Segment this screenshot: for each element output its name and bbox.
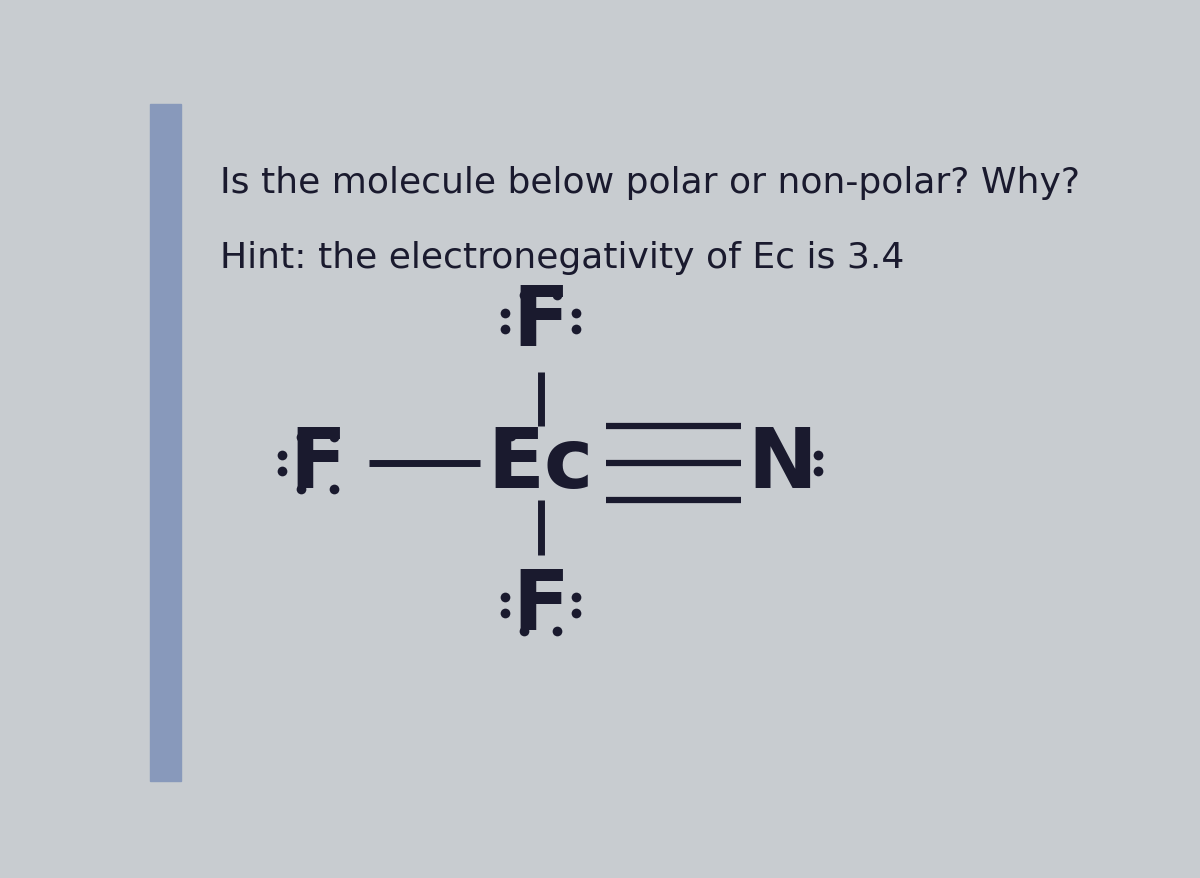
Text: F: F — [512, 281, 569, 362]
Text: Is the molecule below polar or non-polar? Why?: Is the molecule below polar or non-polar… — [220, 166, 1080, 200]
Text: F: F — [289, 423, 346, 504]
Text: F: F — [512, 565, 569, 646]
Text: N: N — [748, 423, 817, 504]
Text: Hint: the electronegativity of Ec is 3.4: Hint: the electronegativity of Ec is 3.4 — [220, 241, 904, 275]
Bar — [150, 105, 181, 781]
Text: Ec: Ec — [487, 423, 594, 504]
